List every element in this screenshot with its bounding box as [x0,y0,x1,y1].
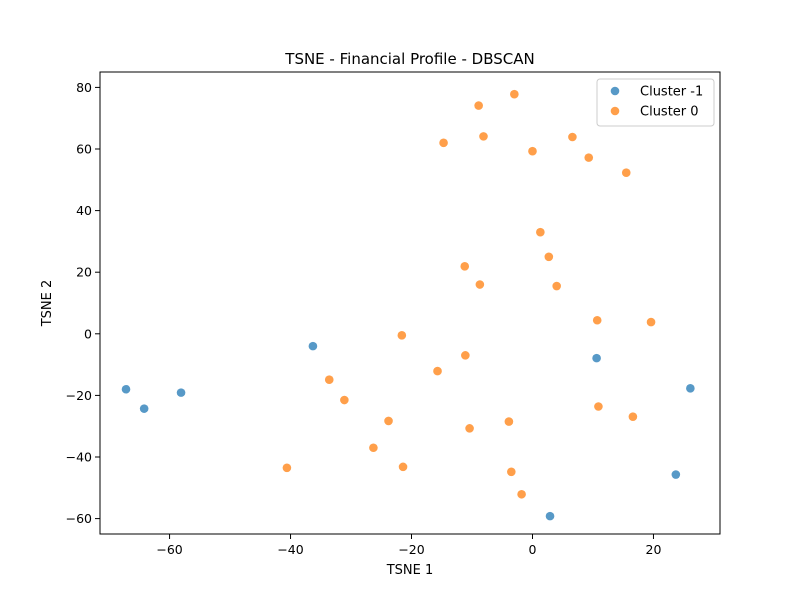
cluster-0-point-6 [671,470,681,479]
cluster-1-point-1 [474,101,483,110]
y-tick-label-6: 60 [76,142,92,157]
cluster-1-point-4 [568,132,577,142]
legend-label-1: Cluster 0 [640,105,699,120]
cluster-0-point-3 [308,341,318,351]
y-tick-label-4: 20 [76,265,92,280]
cluster-1-point-18 [324,375,334,384]
cluster-1-point-13 [592,315,602,325]
cluster-0-point-1 [139,404,149,413]
cluster-1-point-10 [552,281,561,291]
plot-frame [99,71,721,535]
cluster-0-point-5 [686,384,695,393]
x-axis: −60 −40 −20 0 20 [156,534,661,557]
legend-marker-1 [610,106,620,116]
cluster-1-point-19 [340,395,349,405]
x-tick-label-3: 0 [529,542,537,557]
y-axis-label: TSNE 2 [40,280,55,328]
cluster-1-point-17 [433,366,442,376]
plot-area [121,89,695,521]
y-tick-label-0: −60 [66,511,92,526]
cluster-1-point-24 [465,424,474,433]
cluster-1-point-20 [594,402,603,411]
cluster-1-point-5 [528,146,537,156]
cluster-1-point-3 [439,138,448,148]
chart-title: TSNE - Financial Profile - DBSCAN [284,50,534,68]
legend: Cluster -1 Cluster 0 [596,78,715,127]
cluster-1-point-14 [646,317,656,327]
legend-marker-0 [610,86,620,96]
cluster-1-point-27 [398,462,408,472]
cluster-0-point-2 [176,388,186,397]
x-tick-label-4: 20 [646,542,662,557]
y-tick-label-2: −20 [66,388,92,403]
cluster-1-point-21 [628,412,638,421]
cluster-1-point-6 [584,153,594,162]
y-tick-label-3: 0 [84,326,92,341]
cluster-1-point-12 [475,280,485,289]
cluster-1-point-9 [544,252,554,262]
cluster-0-point-7 [545,511,555,521]
legend-label-0: Cluster -1 [640,85,703,100]
cluster-1-point-11 [460,262,470,271]
cluster-1-point-28 [507,467,516,477]
cluster-0-point-0 [121,384,131,394]
cluster-1-point-8 [536,227,545,237]
legend-box [596,78,715,127]
y-axis: −60 −40 −20 0 20 40 60 80 [66,80,100,526]
cluster-1-point-26 [282,463,292,473]
cluster-1-point-29 [517,489,526,499]
cluster-1-point-2 [479,132,488,141]
x-axis-label: TSNE 1 [386,563,434,578]
x-tick-label-1: −40 [277,542,303,557]
cluster-1-point-15 [397,331,407,340]
y-tick-label-7: 80 [76,80,92,95]
y-tick-label-5: 40 [76,203,92,218]
cluster-1-point-22 [384,416,393,426]
cluster-0-point-4 [592,353,601,363]
x-tick-label-2: −20 [398,542,424,557]
cluster-1-point-0 [510,89,519,99]
cluster-1-point-23 [504,417,514,426]
y-tick-label-1: −40 [66,450,92,465]
x-tick-label-0: −60 [156,542,182,557]
cluster-1-point-16 [461,351,470,360]
cluster-1-point-7 [621,168,631,178]
cluster-1-point-25 [369,443,378,453]
